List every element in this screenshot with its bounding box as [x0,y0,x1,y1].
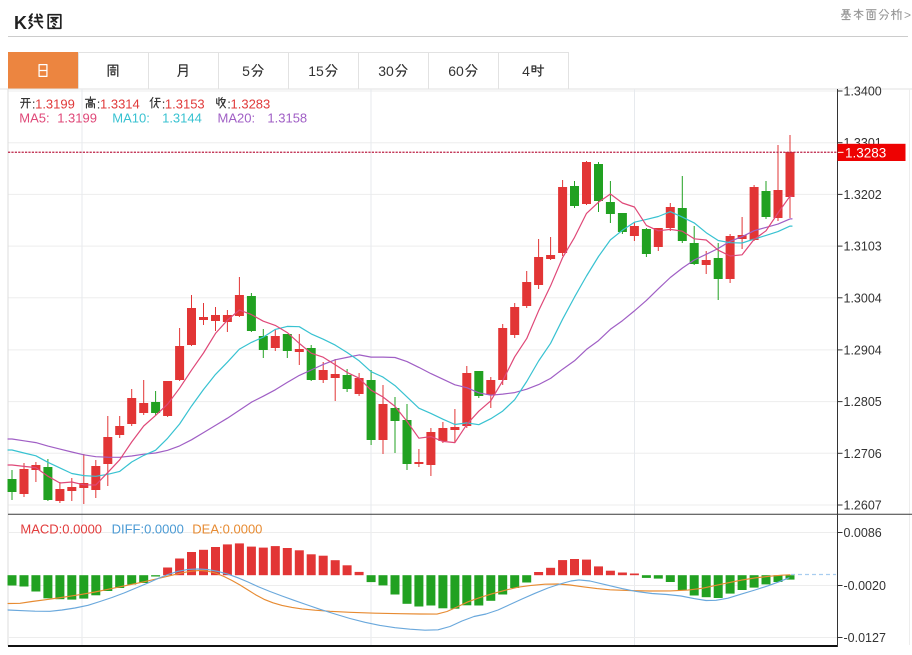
svg-text:DEA:0.0000: DEA:0.0000 [192,522,262,537]
svg-text:1.2706: 1.2706 [844,447,882,461]
svg-text:1.3314: 1.3314 [100,96,140,111]
svg-text:1.3202: 1.3202 [844,188,882,202]
svg-text:MA5:: MA5: [19,111,49,126]
svg-text:1.3199: 1.3199 [57,111,97,126]
svg-text:1.3400: 1.3400 [844,85,882,99]
svg-text:DIFF:0.0000: DIFF:0.0000 [112,522,184,537]
svg-text:1.3283: 1.3283 [845,146,886,161]
svg-text:1.3199: 1.3199 [35,96,75,111]
svg-text:K: K [14,13,27,33]
svg-text::: : [97,96,101,111]
svg-text::: : [227,96,231,111]
svg-text:MACD:0.0000: MACD:0.0000 [20,522,102,537]
svg-text:30: 30 [378,63,394,79]
svg-text:1.3283: 1.3283 [231,96,271,111]
svg-text:>: > [904,8,911,22]
svg-text::: : [162,96,166,111]
svg-text:1.3004: 1.3004 [844,291,882,305]
svg-text:1.2607: 1.2607 [844,499,882,513]
svg-text:1.2805: 1.2805 [844,395,882,409]
svg-text:1.2904: 1.2904 [844,343,882,357]
svg-text:MA20:: MA20: [218,111,256,126]
svg-text:1.3158: 1.3158 [267,111,307,126]
svg-text:1.3144: 1.3144 [162,111,202,126]
svg-text:4: 4 [522,63,530,79]
svg-text::: : [32,96,36,111]
svg-text:1.3103: 1.3103 [844,240,882,254]
svg-text:1.3153: 1.3153 [165,96,205,111]
svg-text:0.0086: 0.0086 [844,526,882,540]
svg-text:-0.0127: -0.0127 [844,631,886,645]
svg-text:60: 60 [448,63,464,79]
svg-text:15: 15 [308,63,324,79]
svg-text:MA10:: MA10: [112,111,150,126]
svg-text:-0.0020: -0.0020 [844,579,886,593]
svg-text:5: 5 [242,63,250,79]
